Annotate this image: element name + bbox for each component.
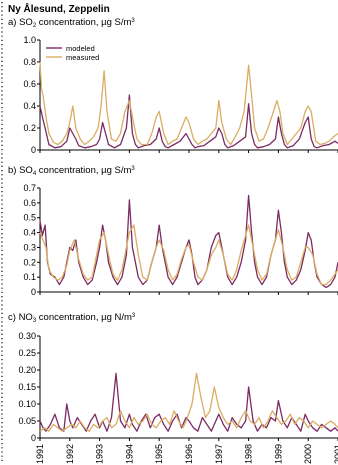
x-tick-label-1999: 1999 bbox=[273, 444, 283, 464]
panel-c-title: c) NO3 concentration, µg N/m3 bbox=[8, 312, 135, 324]
y-tick-label-0-4: 0.8 bbox=[23, 57, 36, 67]
panel-c-sub: 3 bbox=[32, 318, 37, 324]
y-tick-label-1-4: 0.4 bbox=[23, 228, 36, 238]
x-tick-label-1997: 1997 bbox=[214, 444, 224, 464]
y-tick-label-1-3: 0.3 bbox=[23, 242, 36, 252]
panel-b-sub: 4 bbox=[32, 171, 37, 177]
series-line-1-modeled bbox=[39, 194, 338, 289]
panel-b-title: b) SO4 concentration, µg S/m3 bbox=[8, 165, 135, 177]
series-line-1-measured bbox=[39, 224, 338, 286]
panel-c-unit: concentration, µg N/m bbox=[36, 312, 132, 323]
panel-a-letter: a) bbox=[8, 17, 17, 28]
x-tick-label-2000: 2000 bbox=[303, 444, 313, 464]
legend-label-modeled: modeled bbox=[66, 44, 95, 53]
series-line-0-measured bbox=[39, 61, 338, 146]
x-tick-label-1995: 1995 bbox=[154, 444, 164, 464]
panel-c-sup: 3 bbox=[131, 313, 136, 319]
panel-a-title: a) SO2 concentration, µg S/m3 bbox=[8, 17, 135, 29]
y-tick-label-2-6: 0.30 bbox=[18, 331, 36, 341]
panel-b-letter: b) bbox=[8, 165, 17, 176]
y-tick-label-0-1: 0.2 bbox=[23, 123, 36, 133]
series-line-2-measured bbox=[39, 372, 338, 432]
x-tick-label-1998: 1998 bbox=[244, 444, 254, 464]
y-tick-label-0-5: 1.0 bbox=[23, 35, 36, 45]
panel-c-species: NO bbox=[18, 312, 33, 323]
y-tick-label-2-0: 0 bbox=[31, 433, 36, 443]
y-tick-label-2-1: 0.05 bbox=[18, 416, 36, 426]
x-tick-label-1993: 1993 bbox=[95, 444, 105, 464]
panel-a-sup: 3 bbox=[131, 18, 135, 24]
y-tick-label-1-2: 0.2 bbox=[23, 257, 36, 267]
panel-b-species: SO bbox=[19, 165, 33, 176]
y-tick-label-2-4: 0.20 bbox=[18, 365, 36, 375]
panel-c-letter: c) bbox=[8, 312, 16, 323]
y-tick-label-1-6: 0.6 bbox=[23, 198, 36, 208]
panel-a-species: SO bbox=[19, 17, 33, 28]
x-tick-label-2001: 2001 bbox=[333, 444, 338, 464]
y-tick-label-1-1: 0.1 bbox=[23, 272, 36, 282]
y-tick-label-0-2: 0.4 bbox=[23, 101, 36, 111]
site-title: Ny Ålesund, Zeppelin bbox=[8, 4, 110, 15]
legend-label-measured: measured bbox=[66, 53, 99, 62]
x-tick-label-1996: 1996 bbox=[184, 444, 194, 464]
y-tick-label-2-5: 0.25 bbox=[18, 348, 36, 358]
y-tick-label-1-5: 0.5 bbox=[23, 213, 36, 223]
panel-a-unit: concentration, µg S/m bbox=[36, 17, 132, 28]
y-tick-label-2-2: 0.10 bbox=[18, 399, 36, 409]
y-tick-label-0-3: 0.6 bbox=[23, 79, 36, 89]
panel-b-sup: 3 bbox=[131, 166, 135, 172]
panel-a-sub: 2 bbox=[32, 23, 37, 29]
x-tick-label-1991: 1991 bbox=[35, 444, 45, 464]
x-tick-label-1994: 1994 bbox=[124, 444, 134, 464]
series-line-0-modeled bbox=[39, 94, 338, 149]
panel-b-unit: concentration, µg S/m bbox=[36, 165, 132, 176]
x-tick-label-1992: 1992 bbox=[65, 444, 75, 464]
y-tick-label-0-0: 0 bbox=[31, 145, 36, 155]
y-tick-label-1-7: 0.7 bbox=[23, 183, 36, 193]
y-tick-label-2-3: 0.15 bbox=[18, 382, 36, 392]
series-line-2-modeled bbox=[39, 372, 338, 432]
y-tick-label-1-0: 0 bbox=[31, 287, 36, 297]
